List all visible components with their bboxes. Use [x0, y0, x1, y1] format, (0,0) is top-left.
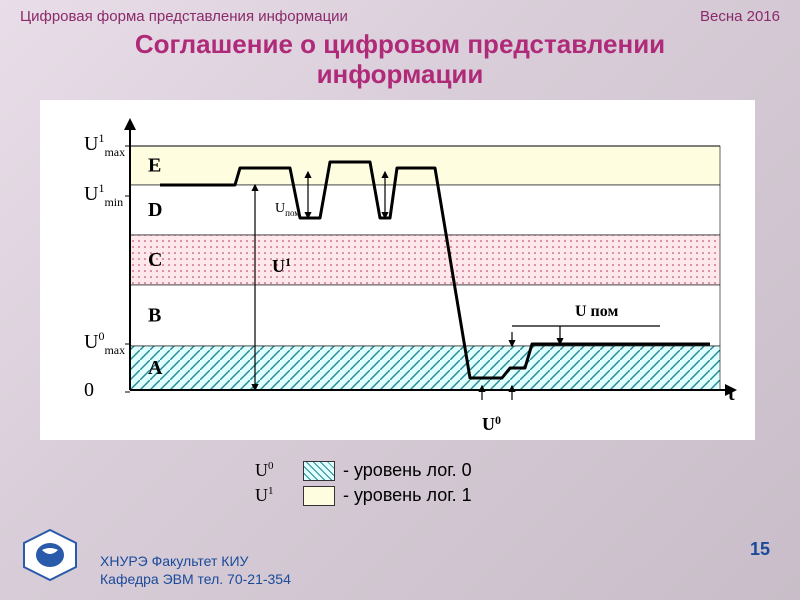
legend-item: U0 - уровень лог. 0: [255, 460, 472, 481]
svg-text:U пом: U пом: [575, 303, 618, 320]
svg-text:C: C: [148, 249, 162, 271]
timing-diagram: EDCBAU1maxU1minU0max0UпомU1U помU0t: [40, 100, 755, 440]
svg-text:D: D: [148, 199, 162, 221]
svg-text:U1min: U1min: [84, 181, 123, 209]
svg-text:t: t: [728, 383, 735, 405]
svg-text:A: A: [148, 357, 163, 379]
logo-icon: [20, 528, 80, 582]
legend-symbol: U0: [255, 460, 295, 481]
footer-line-2: Кафедра ЭВМ тел. 70-21-354: [100, 571, 291, 587]
slide: Цифровая форма представления информации …: [0, 0, 800, 600]
svg-text:U0: U0: [482, 413, 501, 434]
svg-text:E: E: [148, 155, 161, 177]
chart-svg: EDCBAU1maxU1minU0max0UпомU1U помU0t: [40, 100, 755, 440]
svg-text:B: B: [148, 305, 161, 327]
legend-item: U1 - уровень лог. 1: [255, 485, 472, 506]
page-number: 15: [750, 539, 770, 560]
legend: U0 - уровень лог. 0 U1 - уровень лог. 1: [255, 460, 472, 510]
header-left: Цифровая форма представления информации: [20, 8, 348, 25]
svg-text:U1max: U1max: [84, 131, 125, 159]
legend-symbol: U1: [255, 485, 295, 506]
title-line-1: Соглашение о цифровом представлении: [135, 29, 665, 59]
legend-text: - уровень лог. 1: [343, 485, 472, 506]
header-right: Весна 2016: [700, 8, 780, 25]
footer: ХНУРЭ Факультет КИУ Кафедра ЭВМ тел. 70-…: [100, 552, 291, 588]
legend-swatch: [303, 486, 335, 506]
svg-text:U0max: U0max: [84, 329, 125, 357]
svg-text:0: 0: [84, 379, 94, 401]
footer-line-1: ХНУРЭ Факультет КИУ: [100, 553, 248, 569]
legend-swatch: [303, 461, 335, 481]
legend-text: - уровень лог. 0: [343, 460, 472, 481]
slide-title: Соглашение о цифровом представлении инфо…: [0, 30, 800, 90]
title-line-2: информации: [317, 59, 484, 89]
